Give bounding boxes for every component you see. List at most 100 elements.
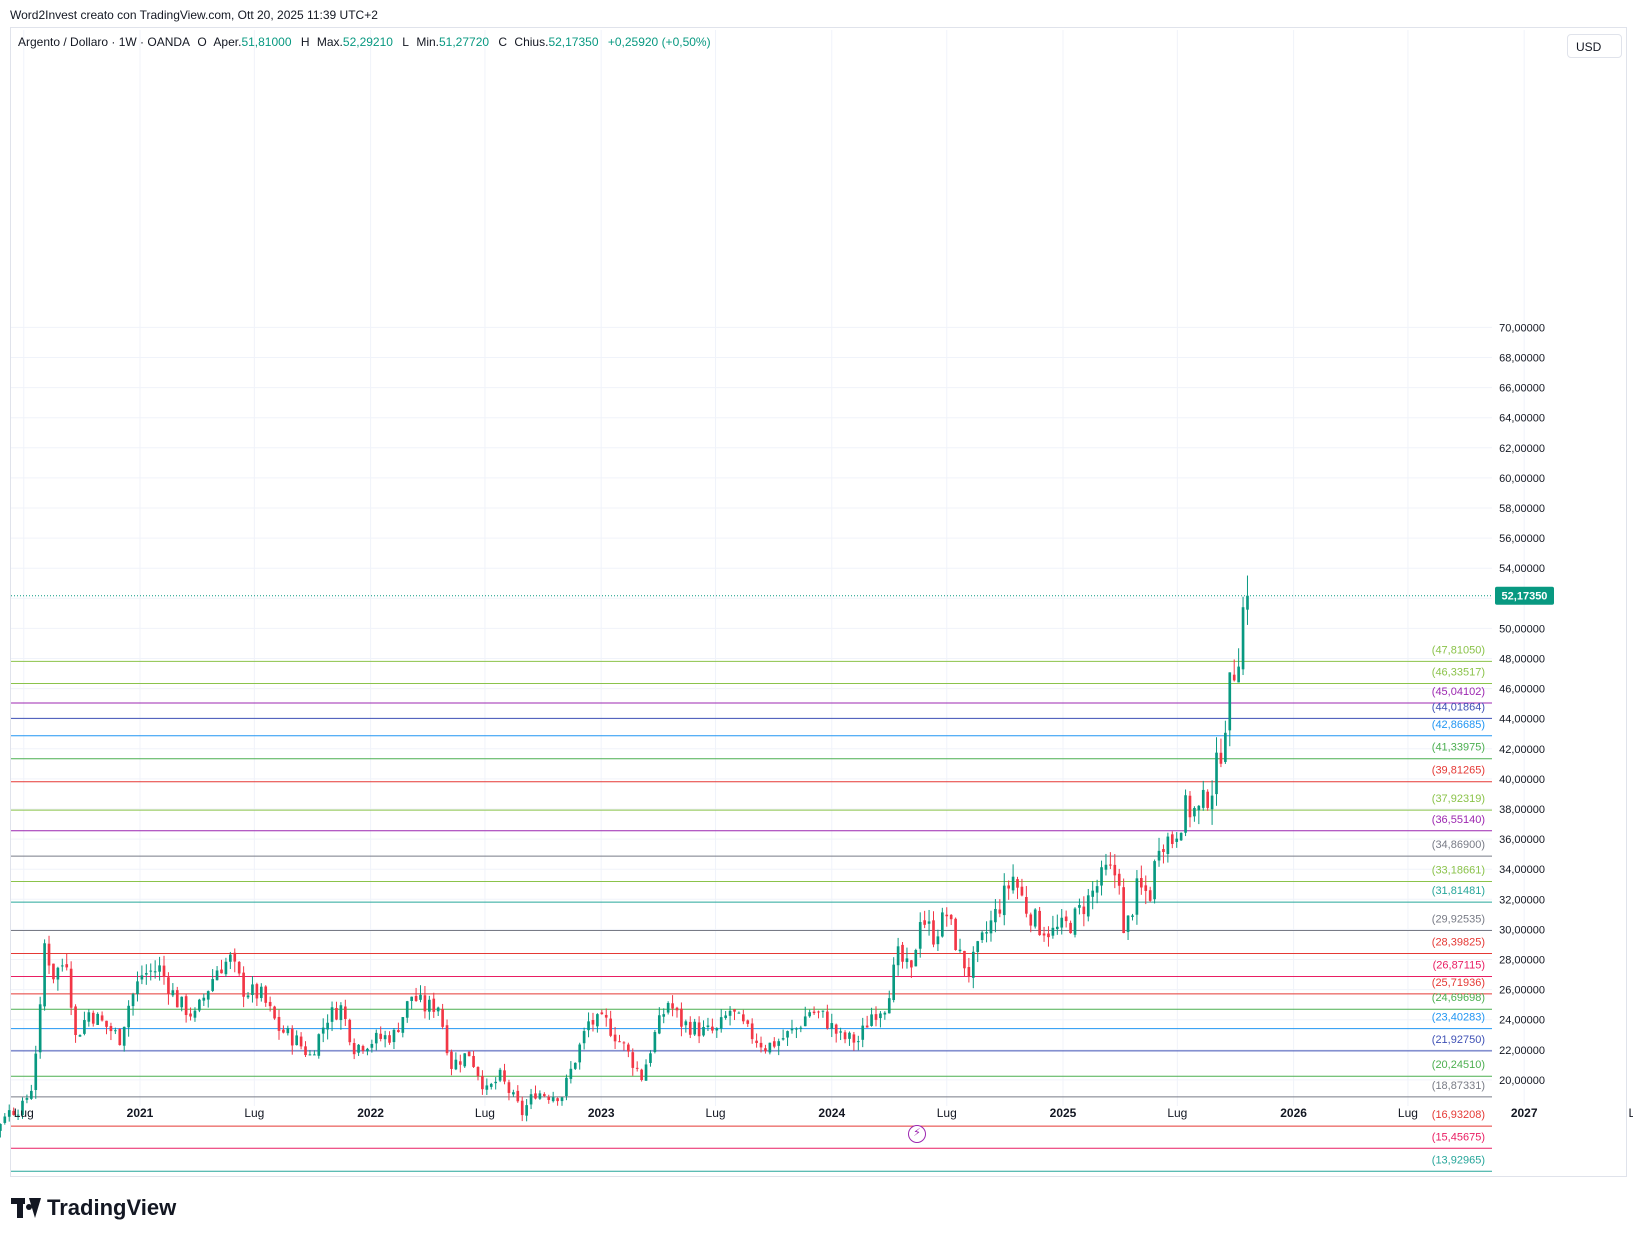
tradingview-logo[interactable]: TradingView xyxy=(11,1195,176,1221)
candle-body xyxy=(273,1006,276,1019)
candle xyxy=(896,937,900,976)
candle xyxy=(737,1011,741,1014)
candle-body xyxy=(370,1043,374,1048)
candle-body xyxy=(525,1105,528,1116)
y-tick-label: 24,00000 xyxy=(1499,1015,1545,1027)
candle-body xyxy=(1038,910,1041,936)
candle xyxy=(1117,868,1121,895)
candle xyxy=(215,966,219,981)
candle xyxy=(958,938,962,953)
candle-body xyxy=(198,999,201,1011)
candle xyxy=(7,1104,11,1122)
candle xyxy=(352,1038,356,1060)
candle xyxy=(657,1007,661,1035)
candle-body xyxy=(7,1110,11,1117)
candle-body xyxy=(781,1038,785,1040)
candle-body xyxy=(321,1027,325,1034)
symbol-name[interactable]: Argento / Dollaro · 1W · OANDA xyxy=(18,35,191,49)
candle xyxy=(494,1077,498,1090)
candle-body xyxy=(43,943,46,1007)
candle-body xyxy=(609,1018,612,1036)
candle-body xyxy=(1232,674,1236,681)
y-tick-label: 44,00000 xyxy=(1499,714,1545,726)
y-tick-label: 42,00000 xyxy=(1499,744,1545,756)
candle-body xyxy=(308,1054,312,1056)
candle xyxy=(224,957,228,977)
candle-body xyxy=(657,1015,661,1034)
candle xyxy=(994,899,997,933)
candle-body xyxy=(52,963,55,980)
candle xyxy=(865,1015,869,1028)
candle-body xyxy=(392,1029,396,1043)
candle-body xyxy=(60,965,64,967)
candle xyxy=(649,1050,652,1067)
candle-body xyxy=(693,1021,697,1035)
candle-body xyxy=(1033,909,1037,927)
candle xyxy=(175,986,179,1008)
candle xyxy=(790,1019,794,1034)
candle-body xyxy=(1228,672,1232,731)
candle xyxy=(392,1027,396,1049)
candle-body xyxy=(100,1015,104,1021)
candle-body xyxy=(719,1017,723,1029)
lightning-icon[interactable]: ⚡ xyxy=(908,1125,926,1143)
currency-selector[interactable]: USD xyxy=(1567,34,1622,58)
candle-body xyxy=(445,1025,449,1054)
candle-body xyxy=(476,1067,480,1077)
candle xyxy=(114,1027,117,1035)
candle xyxy=(976,940,980,963)
candle-body xyxy=(892,964,896,1001)
candle-body xyxy=(817,1011,820,1013)
candle xyxy=(927,909,931,936)
candle-body xyxy=(644,1064,648,1081)
candle-body xyxy=(556,1098,559,1102)
candle xyxy=(688,1016,692,1039)
candle xyxy=(675,1006,679,1018)
level-label: (21,92750) xyxy=(1432,1034,1485,1046)
candle-body xyxy=(697,1022,701,1037)
candle-body xyxy=(136,981,139,995)
candle xyxy=(489,1082,493,1090)
candle-body xyxy=(856,1041,860,1043)
candle xyxy=(1135,870,1139,925)
level-label: (36,55140) xyxy=(1432,814,1485,826)
y-tick-label: 70,00000 xyxy=(1499,322,1545,334)
candle xyxy=(16,1109,20,1121)
candle-body xyxy=(295,1035,299,1046)
candle-body xyxy=(184,996,188,1016)
candle xyxy=(821,1010,825,1018)
candle xyxy=(467,1051,471,1057)
candle-body xyxy=(755,1040,758,1044)
candle-body xyxy=(848,1032,851,1039)
candle-body xyxy=(1007,885,1010,889)
candle xyxy=(255,982,259,1006)
candle xyxy=(662,1008,666,1024)
candle xyxy=(12,1107,15,1116)
candle xyxy=(693,1018,697,1037)
candle-body xyxy=(596,1014,599,1027)
candle-body xyxy=(229,954,232,962)
candle xyxy=(671,995,674,1017)
candle-body xyxy=(21,1100,24,1116)
candle xyxy=(742,1009,745,1025)
candle-body xyxy=(38,1004,42,1053)
candle xyxy=(498,1067,502,1083)
candle xyxy=(1246,575,1249,625)
level-label: (25,71936) xyxy=(1432,977,1485,989)
candle xyxy=(330,1001,334,1032)
candle-body xyxy=(534,1093,537,1099)
candle-body xyxy=(764,1048,767,1052)
candle-body xyxy=(1117,873,1121,886)
candle-body xyxy=(702,1026,705,1036)
candle-body xyxy=(803,1016,807,1027)
candle xyxy=(529,1088,533,1110)
candle xyxy=(1038,906,1041,936)
candle-body xyxy=(34,1053,38,1091)
candle-body xyxy=(251,984,254,996)
candle-body xyxy=(954,918,957,950)
candle xyxy=(803,1006,807,1027)
candle xyxy=(481,1070,484,1095)
candle xyxy=(343,999,347,1026)
level-label: (47,81050) xyxy=(1432,644,1485,656)
